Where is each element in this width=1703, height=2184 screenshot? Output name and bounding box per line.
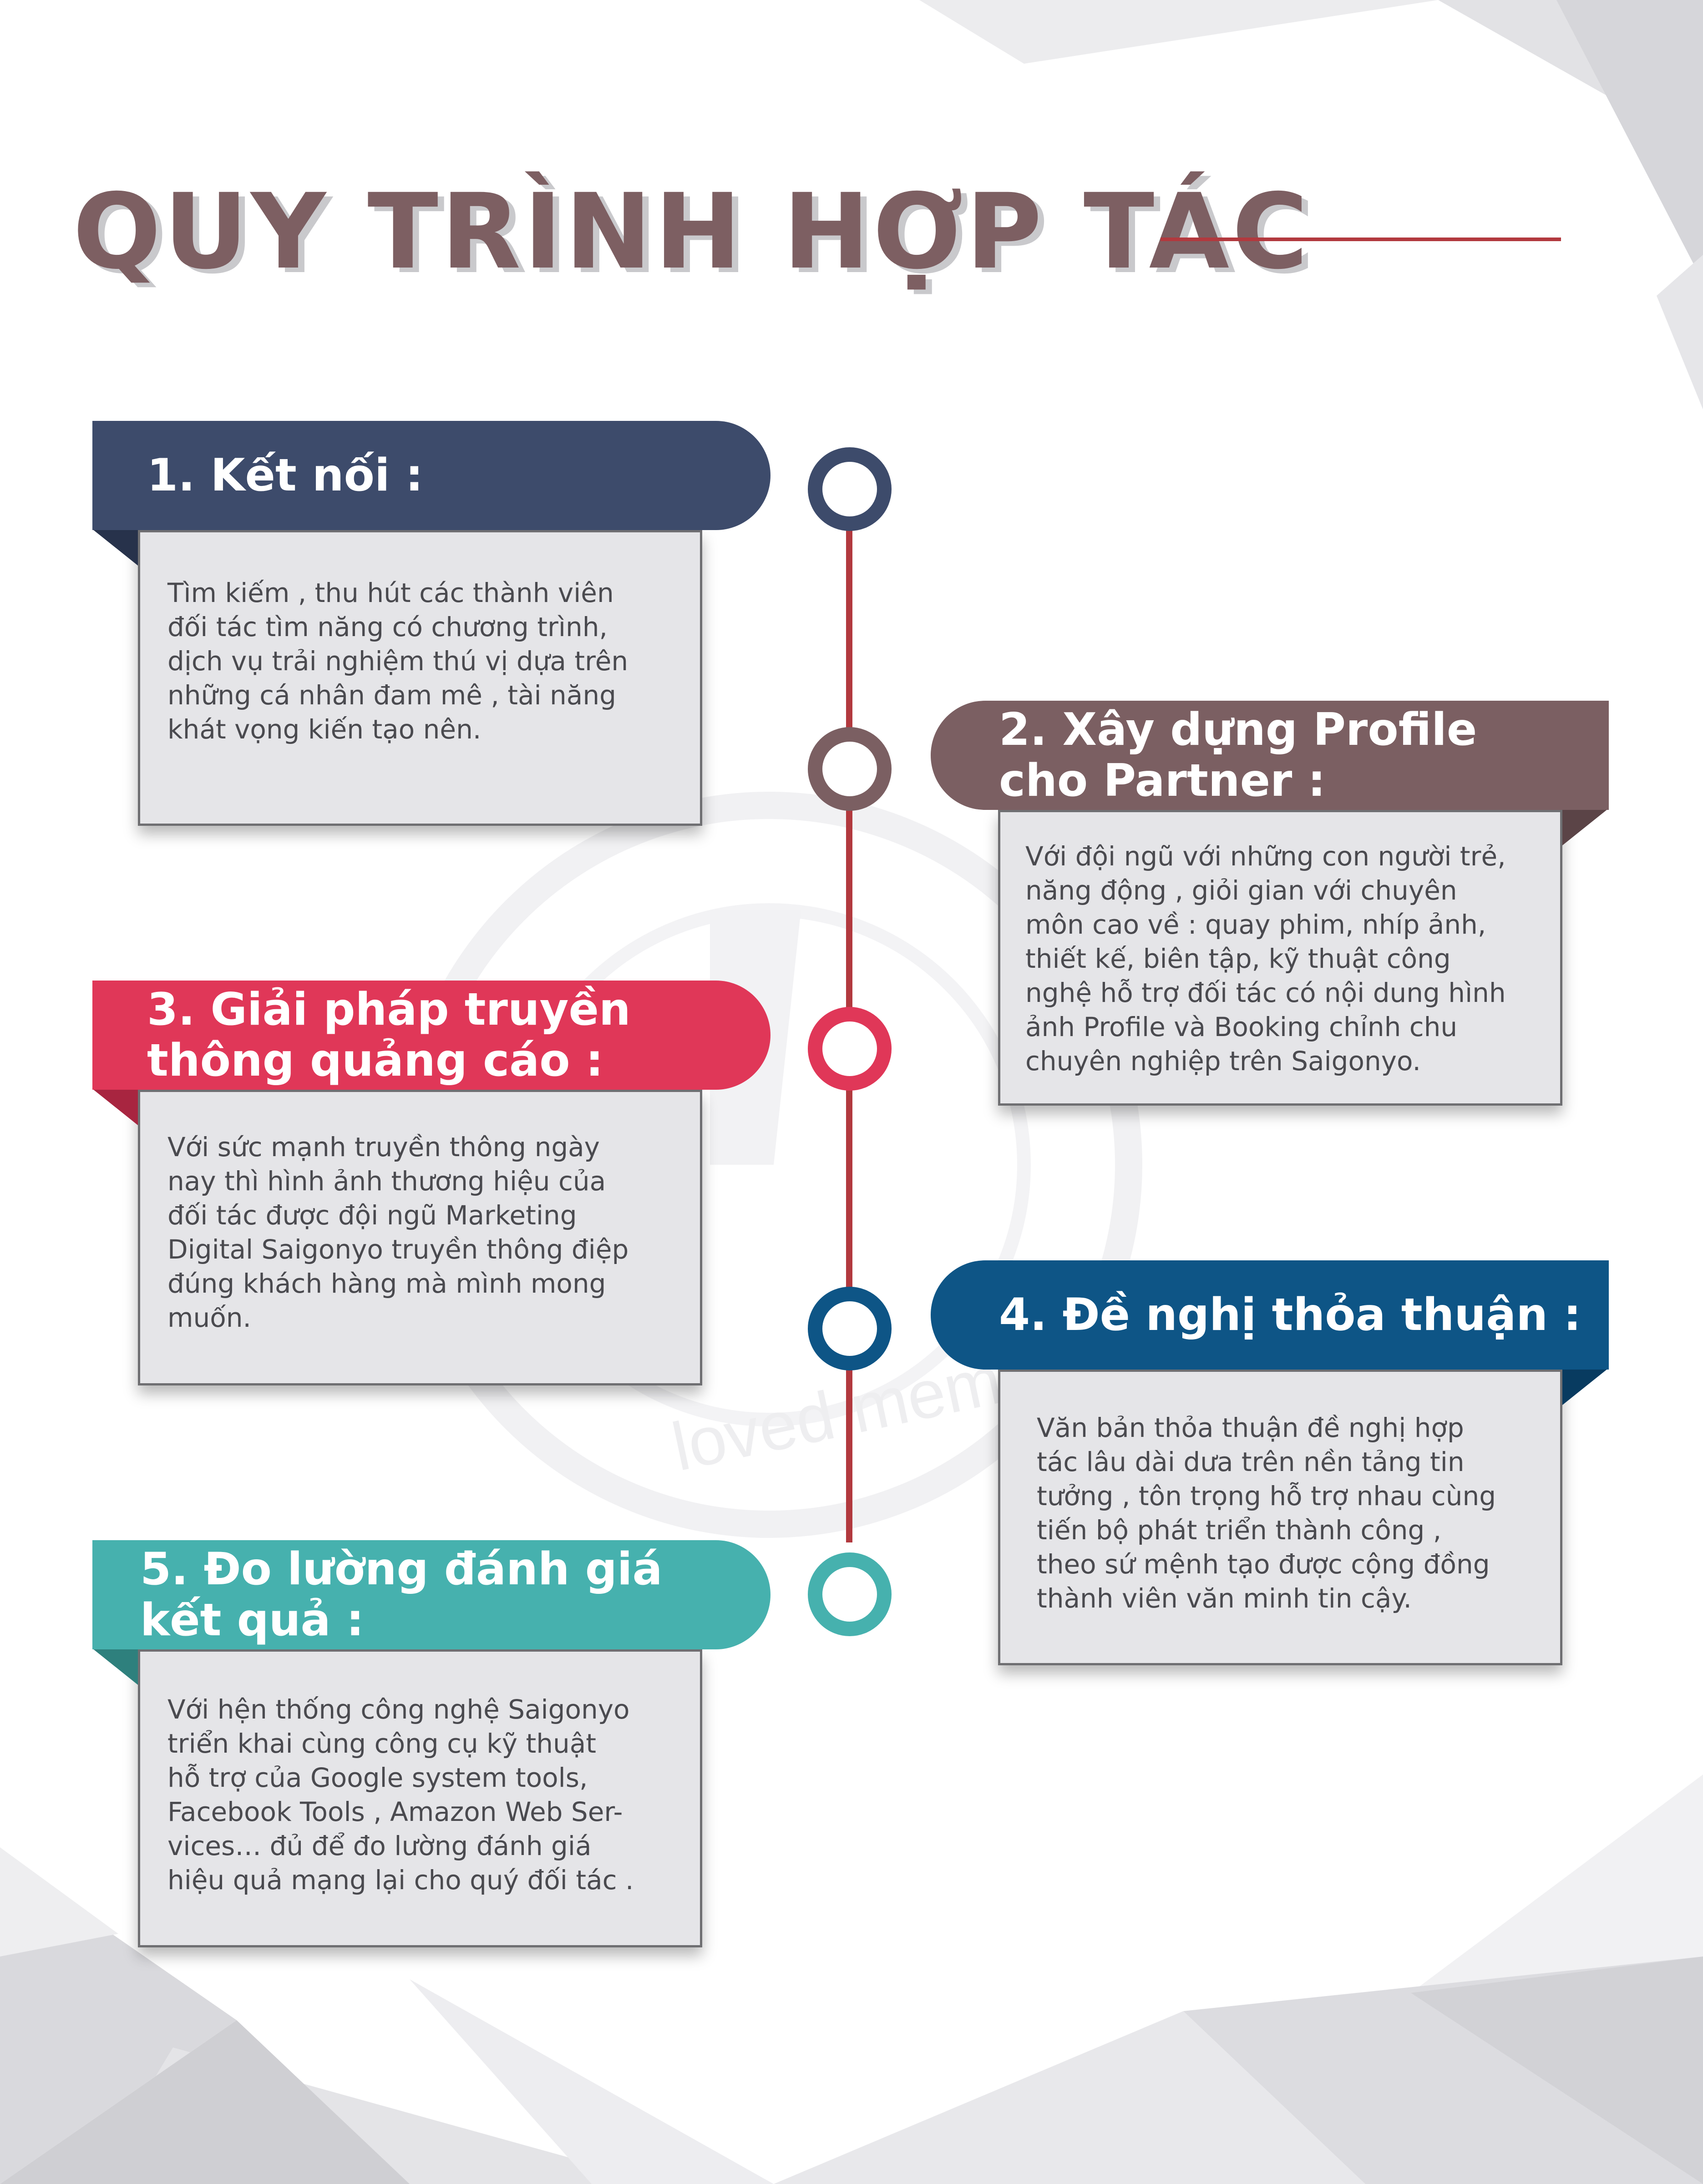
step-3-body: Với sức mạnh truyền thông ngày nay thì h… [138,1090,702,1385]
timeline-node-1 [808,447,892,531]
step-1-fold [92,529,138,566]
timeline-node-4 [808,1287,892,1370]
step-1-header: 1. Kết nối : [92,421,770,530]
step-4-body: Văn bản thỏa thuận đề nghị hợp tác lâu d… [998,1370,1562,1665]
step-2-title: 2. Xây dựng Profile cho Partner : [999,704,1477,807]
timeline-node-3 [808,1007,892,1091]
step-5-fold [92,1648,138,1685]
timeline-node-2 [808,727,892,811]
timeline-node-5 [808,1552,892,1636]
step-5-title: 5. Đo lường đánh giá kết quả : [140,1543,663,1646]
step-5-header: 5. Đo lường đánh giá kết quả : [92,1540,770,1649]
step-2-fold [1562,809,1608,845]
step-2-header: 2. Xây dựng Profile cho Partner : [931,701,1609,810]
step-4-header: 4. Đề nghị thỏa thuận : [931,1260,1609,1370]
step-1-body: Tìm kiếm , thu hút các thành viên đối tá… [138,530,702,826]
step-5-body: Với hện thống công nghệ Saigonyo triển k… [138,1649,702,1947]
step-4-title: 4. Đề nghị thỏa thuận : [999,1289,1581,1341]
step-4-fold [1562,1369,1608,1405]
page-title: QUY TRÌNH HỢP TÁC [73,171,1311,292]
step-3-fold [92,1089,138,1125]
step-1-title: 1. Kết nối : [147,450,423,501]
step-3-header: 3. Giải pháp truyền thông quảng cáo : [92,981,770,1090]
step-2-body: Với đội ngũ với những con người trẻ, năn… [998,810,1562,1106]
step-3-title: 3. Giải pháp truyền thông quảng cáo : [147,984,631,1087]
title-rule [1161,238,1561,241]
